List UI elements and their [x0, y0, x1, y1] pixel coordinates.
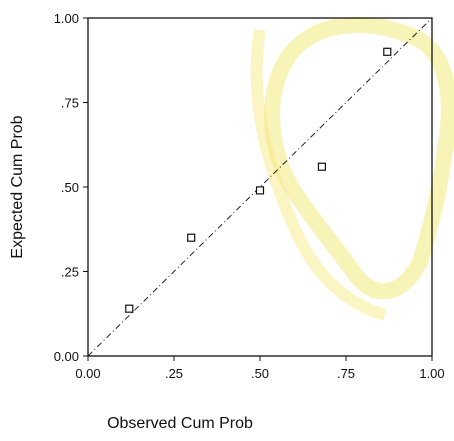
- watermark-stroke: [250, 29, 387, 321]
- reference-line-group: [87, 17, 433, 357]
- y-tick-label: .75: [61, 96, 79, 111]
- x-tick-label: 1.00: [419, 366, 444, 381]
- watermark-shape: [264, 17, 454, 300]
- data-point: [317, 162, 327, 171]
- y-tick-label: 1.00: [54, 11, 79, 26]
- x-tick-label: .50: [251, 366, 269, 381]
- watermark-seal: [250, 17, 454, 321]
- y-tick-label: 0.00: [54, 349, 79, 364]
- y-tick-label: .50: [61, 180, 79, 195]
- y-axis-label: Expected Cum Prob: [9, 115, 26, 258]
- data-point: [255, 186, 265, 195]
- data-point: [125, 304, 134, 313]
- x-tick-label: 0.00: [75, 366, 100, 381]
- data-point: [383, 47, 392, 56]
- x-tick-label: .25: [165, 366, 183, 381]
- x-axis-label: Observed Cum Prob: [107, 415, 253, 432]
- data-points: [125, 47, 392, 313]
- axis-ticks: 0.00 .25 .50 .75 1.00 0.00 .25 .50 .75 1.00: [54, 11, 445, 381]
- x-tick-label: .75: [337, 366, 355, 381]
- data-point: [187, 233, 196, 242]
- reference-line: [87, 17, 433, 357]
- y-tick-label: .25: [61, 265, 79, 280]
